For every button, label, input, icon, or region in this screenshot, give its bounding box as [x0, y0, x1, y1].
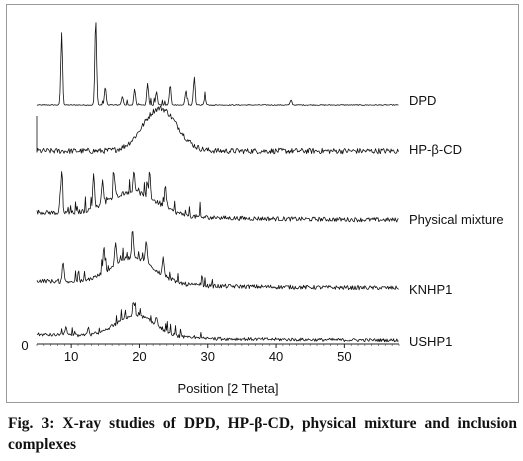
- figure-caption: Fig. 3: X-ray studies of DPD, HP-β-CD, p…: [8, 413, 517, 455]
- x-tick-label: 50: [337, 349, 351, 364]
- xrd-chart: 10 20 30 40 50 0 Position [2 Theta] DPD HP-β-CD P…: [21, 22, 504, 396]
- series-trace-3: [36, 171, 399, 223]
- x-axis-title: Position [2 Theta]: [178, 381, 279, 396]
- y-origin-label: 0: [21, 338, 28, 353]
- series-label-3: Physical mixture: [409, 212, 504, 227]
- series-trace-4: [36, 231, 399, 291]
- series-label-4: KNHP1: [409, 282, 452, 297]
- series-trace-2: [36, 105, 399, 155]
- series-trace-5: [36, 302, 399, 343]
- x-tick-label: 10: [64, 349, 78, 364]
- series-label-5: USHP1: [409, 334, 452, 349]
- series-label-1: DPD: [409, 93, 436, 108]
- x-tick-label: 40: [269, 349, 283, 364]
- series-label-2: HP-β-CD: [409, 142, 462, 157]
- caption-label: Fig. 3:: [8, 415, 55, 432]
- x-tick-label: 30: [201, 349, 215, 364]
- series-trace-1: [36, 22, 399, 106]
- figure-frame: 10 20 30 40 50 0 Position [2 Theta] DPD HP-β-CD P…: [6, 4, 519, 403]
- x-tick-label: 20: [132, 349, 146, 364]
- caption-text: X-ray studies of DPD, HP-β-CD, physical …: [8, 415, 518, 453]
